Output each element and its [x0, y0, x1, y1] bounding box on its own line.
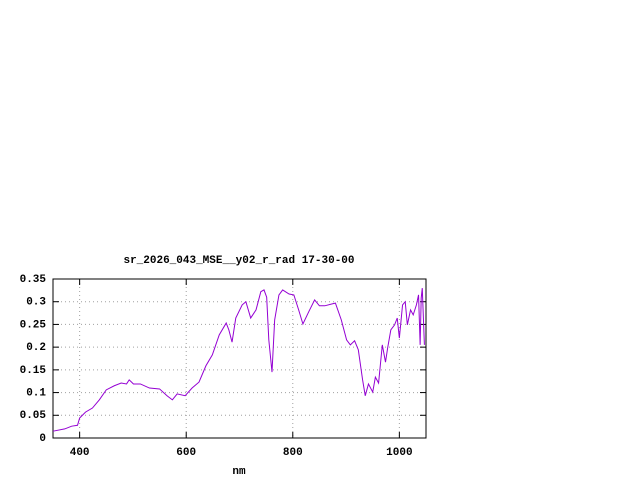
data-line: [52, 288, 425, 432]
plot-border: [52, 278, 427, 439]
y-tick-label: 0: [39, 433, 46, 445]
x-tick-label: 800: [283, 447, 303, 459]
x-tick-label: 600: [176, 447, 196, 459]
y-tick-label: 0.35: [20, 274, 47, 286]
x-tick-label: 1000: [386, 447, 412, 459]
chart-title: sr_2026_043_MSE__y02_r_rad 17-30-00: [123, 255, 354, 267]
y-tick-label: 0.2: [26, 342, 46, 354]
x-tick-label: 400: [70, 447, 90, 459]
y-tick-label: 0.05: [20, 410, 47, 422]
y-tick-label: 0.1: [26, 387, 46, 399]
y-tick-label: 0.25: [20, 319, 47, 331]
y-tick-label: 0.3: [26, 297, 46, 309]
x-axis-label: nm: [232, 466, 246, 478]
y-tick-label: 0.15: [20, 365, 47, 377]
